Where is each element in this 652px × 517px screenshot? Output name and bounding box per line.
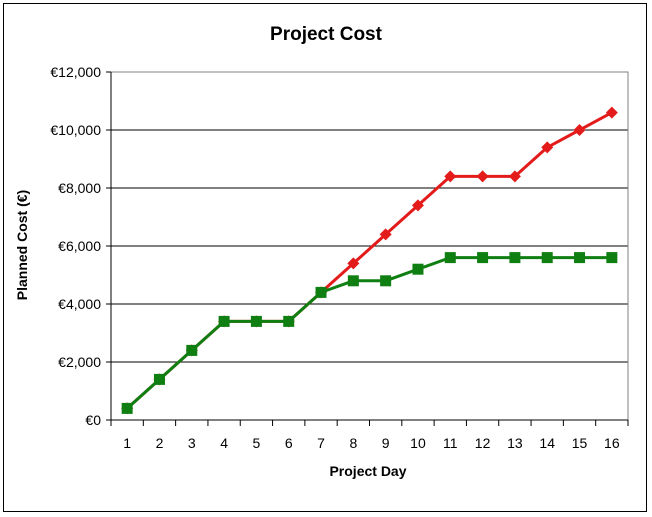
y-tick-label: €8,000 [58, 180, 101, 196]
data-point-square [250, 315, 262, 327]
data-point-square [380, 275, 392, 287]
data-point-diamond [541, 141, 554, 154]
data-point-diamond [605, 106, 618, 119]
y-axis: €0 €2,000 €4,000 €6,000 €8,000 €10,000 €12,000 [50, 64, 111, 428]
data-point-diamond [508, 170, 521, 183]
x-tick-label: 9 [382, 435, 390, 451]
y-axis-title: Planned Cost (€) [14, 190, 30, 300]
x-tick-label: 7 [317, 435, 325, 451]
y-tick-label: €0 [85, 412, 101, 428]
data-point-square [186, 344, 198, 356]
data-point-square [574, 252, 586, 264]
data-point-diamond [347, 257, 360, 270]
series-line [126, 256, 612, 410]
data-point-square [283, 315, 295, 327]
data-point-square [444, 252, 456, 264]
data-point-square [477, 252, 489, 264]
x-axis: 1 2 3 4 5 6 7 8 9 10 11 12 13 14 15 16 [110, 72, 629, 451]
data-point-square [347, 275, 359, 287]
data-point-square [218, 315, 230, 327]
x-tick-label: 13 [507, 435, 523, 451]
y-tick-label: €4,000 [58, 296, 101, 312]
data-point-diamond [411, 199, 424, 212]
data-point-diamond [573, 124, 586, 136]
y-tick-label: €12,000 [50, 64, 101, 80]
chart-title: Project Cost [270, 24, 383, 45]
y-tick-label: €10,000 [50, 122, 101, 138]
x-tick-label: 8 [349, 435, 357, 451]
y-tick-label: €2,000 [58, 354, 101, 370]
gridlines [111, 71, 628, 363]
data-point-diamond [476, 170, 489, 183]
data-point-square [121, 402, 133, 414]
y-tick-label: €6,000 [58, 238, 101, 254]
series-line [126, 111, 613, 410]
data-point-square [509, 252, 521, 264]
x-tick-label: 16 [604, 435, 620, 451]
data-point-diamond [379, 228, 392, 241]
x-tick-label: 15 [572, 435, 588, 451]
x-tick-label: 1 [123, 435, 131, 451]
x-tick-label: 10 [410, 435, 426, 451]
data-point-square [412, 263, 424, 275]
series-2 [121, 252, 618, 414]
x-tick-label: 11 [443, 435, 458, 451]
data-point-square [315, 286, 327, 298]
x-axis-title: Project Day [329, 463, 406, 479]
x-tick-label: 3 [188, 435, 196, 451]
data-point-square [153, 373, 165, 385]
x-tick-label: 14 [539, 435, 555, 451]
x-tick-label: 12 [475, 435, 491, 451]
x-tick-label: 2 [156, 435, 164, 451]
series-group [121, 106, 618, 415]
data-point-square [541, 252, 553, 264]
data-point-square [606, 252, 618, 264]
x-tick-label: 5 [253, 435, 261, 451]
x-tick-label: 4 [220, 435, 228, 451]
data-point-diamond [444, 170, 457, 183]
x-tick-label: 6 [285, 435, 293, 451]
